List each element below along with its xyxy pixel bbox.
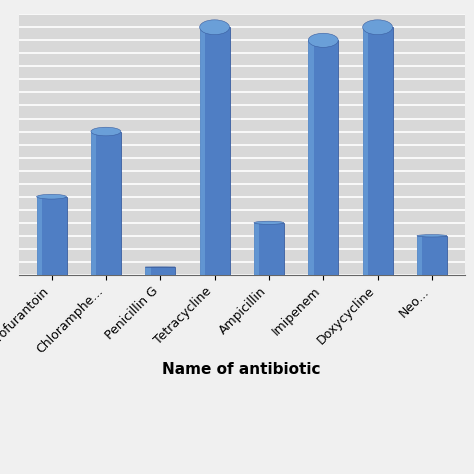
Bar [200,27,205,275]
Bar [308,40,338,275]
Ellipse shape [91,127,121,136]
Bar [146,267,175,275]
Ellipse shape [308,33,338,47]
X-axis label: Name of antibiotic: Name of antibiotic [163,362,321,377]
Bar [363,27,368,275]
Bar [417,236,422,275]
Bar [200,27,229,275]
Bar [36,197,42,275]
Ellipse shape [363,20,392,35]
Bar [417,236,447,275]
Bar [91,131,96,275]
Bar [363,27,392,275]
Ellipse shape [254,221,284,224]
Ellipse shape [36,194,66,199]
Bar [91,131,121,275]
Bar [254,223,284,275]
Ellipse shape [200,20,229,35]
Bar [36,197,66,275]
Bar [146,267,151,275]
Ellipse shape [417,235,447,237]
Bar [254,223,259,275]
Bar [308,40,314,275]
